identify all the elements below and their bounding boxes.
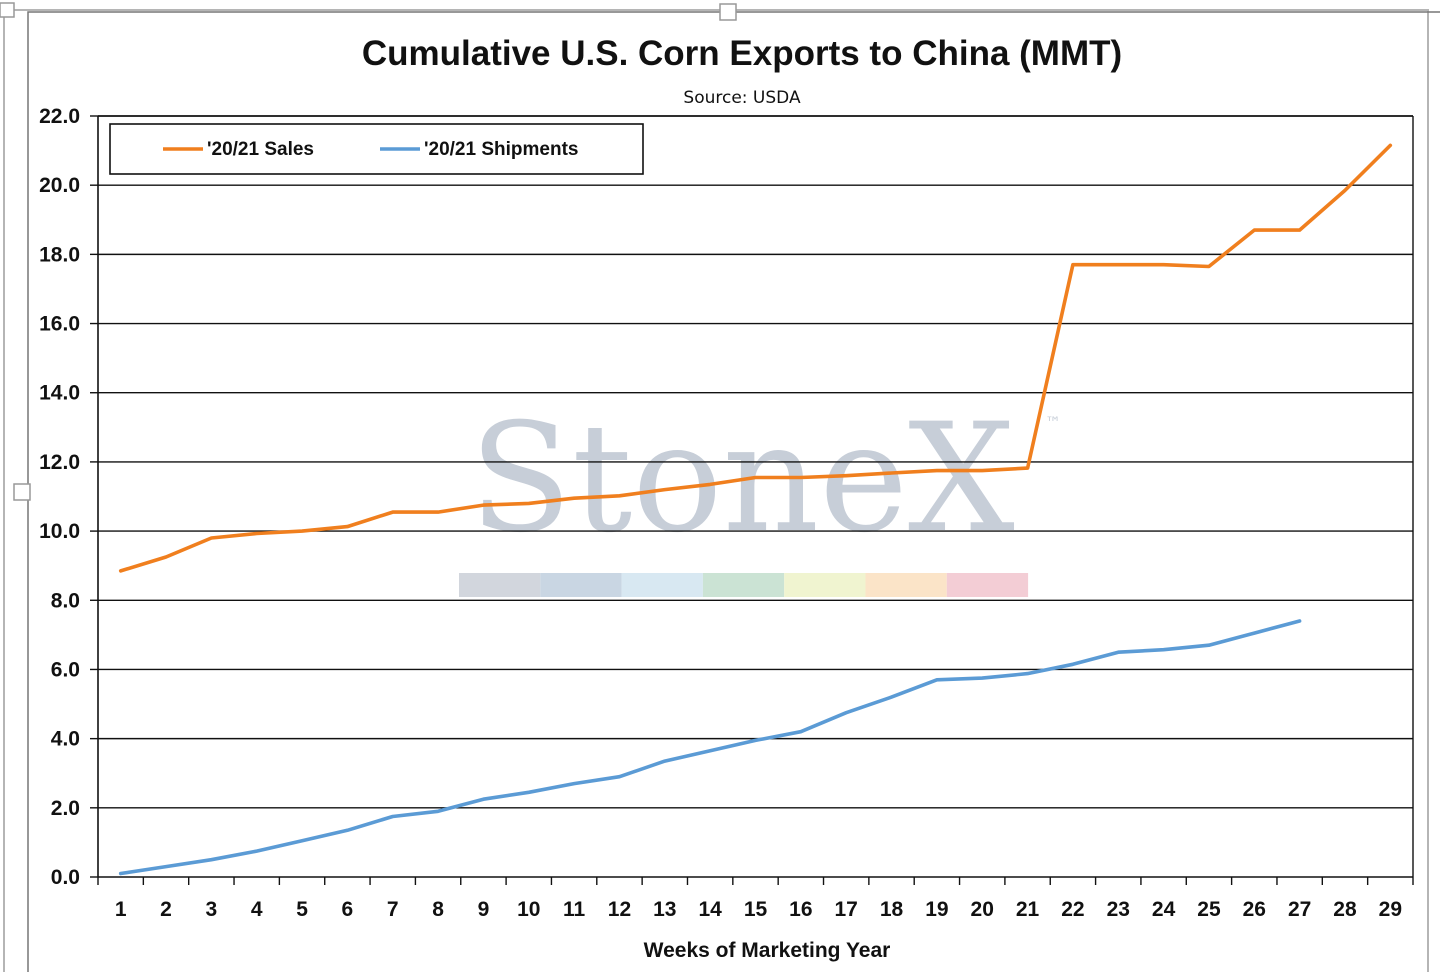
chart-subtitle: Source: USDA	[683, 88, 801, 108]
watermark-color-block	[621, 573, 703, 597]
series-lines	[118, 143, 1393, 876]
x-tick-label: 13	[653, 898, 676, 921]
resize-handle-top-left[interactable]	[0, 2, 15, 18]
x-tick-label: 18	[880, 898, 904, 921]
x-tick-label: 25	[1197, 898, 1221, 921]
legend-entry: '20/21 Sales	[207, 139, 314, 160]
grid-lines	[97, 115, 1414, 878]
x-tick-label: 14	[698, 898, 722, 921]
x-tick-label: 2	[160, 898, 172, 921]
y-tick-label: 16.0	[39, 313, 80, 336]
y-tick-label: 18.0	[39, 243, 80, 266]
legend: '20/21 Sales '20/21 Shipments	[109, 123, 644, 175]
watermark-color-block	[702, 573, 785, 597]
x-tick-label: 26	[1243, 898, 1266, 921]
x-tick-label: 17	[835, 898, 858, 921]
chart-title: Cumulative U.S. Corn Exports to China (M…	[361, 34, 1123, 73]
watermark-color-block	[946, 573, 1029, 597]
x-tick-label: 15	[744, 898, 768, 921]
x-tick-label: 29	[1379, 898, 1402, 921]
x-tick-label: 16	[789, 898, 812, 921]
resize-handle-top[interactable]	[719, 3, 737, 21]
watermark-color-block	[784, 573, 866, 597]
x-tick-label: 20	[971, 898, 994, 921]
x-tick-label: 6	[342, 898, 354, 921]
x-axis-label: Weeks of Marketing Year	[644, 939, 891, 962]
x-axis-ticks: 1 2 3 4 5 6 7 8 9 10 11 12 13 14 15 16 17 18 19 20 21 22 23 24 2…	[97, 877, 1414, 921]
y-tick-label: 6.0	[51, 658, 80, 681]
y-tick-label: 8.0	[51, 589, 80, 612]
watermark-trademark: ™	[1045, 413, 1061, 432]
x-tick-label: 23	[1107, 898, 1130, 921]
x-tick-label: 9	[478, 898, 490, 921]
x-tick-label: 22	[1061, 898, 1084, 921]
legend-entry: '20/21 Shipments	[424, 139, 578, 160]
y-tick-label: 14.0	[39, 382, 80, 405]
x-tick-label: 12	[608, 898, 631, 921]
watermark-color-block	[865, 573, 947, 597]
x-tick-label: 10	[517, 898, 540, 921]
x-tick-label: 11	[563, 898, 586, 921]
y-tick-label: 22.0	[39, 105, 80, 128]
y-tick-label: 0.0	[51, 866, 80, 889]
x-tick-label: 19	[925, 898, 948, 921]
watermark-color-block	[459, 573, 541, 597]
y-tick-label: 20.0	[39, 174, 80, 197]
y-tick-label: 12.0	[39, 451, 80, 474]
y-axis-ticks: 0.0 2.0 4.0 6.0 8.0 10.0 12.0 14.0 16.0 18.0 20.0 2…	[39, 105, 98, 889]
series-line-0	[118, 143, 1393, 573]
watermark: StoneX ™	[459, 392, 1061, 597]
outer-border	[3, 9, 1429, 972]
x-tick-label: 4	[251, 898, 263, 921]
x-tick-label: 1	[115, 898, 127, 921]
x-tick-label: 3	[206, 898, 218, 921]
x-tick-label: 7	[387, 898, 399, 921]
y-tick-label: 10.0	[39, 520, 80, 543]
x-tick-label: 5	[296, 898, 308, 921]
y-tick-label: 2.0	[51, 797, 80, 820]
x-tick-label: 8	[432, 898, 444, 921]
resize-handle-left[interactable]	[13, 483, 31, 501]
series-line-1	[118, 619, 1302, 876]
watermark-color-block	[540, 573, 622, 597]
x-tick-label: 24	[1152, 898, 1176, 921]
x-tick-label: 27	[1288, 898, 1311, 921]
y-tick-label: 4.0	[51, 728, 80, 751]
x-tick-label: 21	[1016, 898, 1040, 921]
x-tick-label: 28	[1333, 898, 1357, 921]
